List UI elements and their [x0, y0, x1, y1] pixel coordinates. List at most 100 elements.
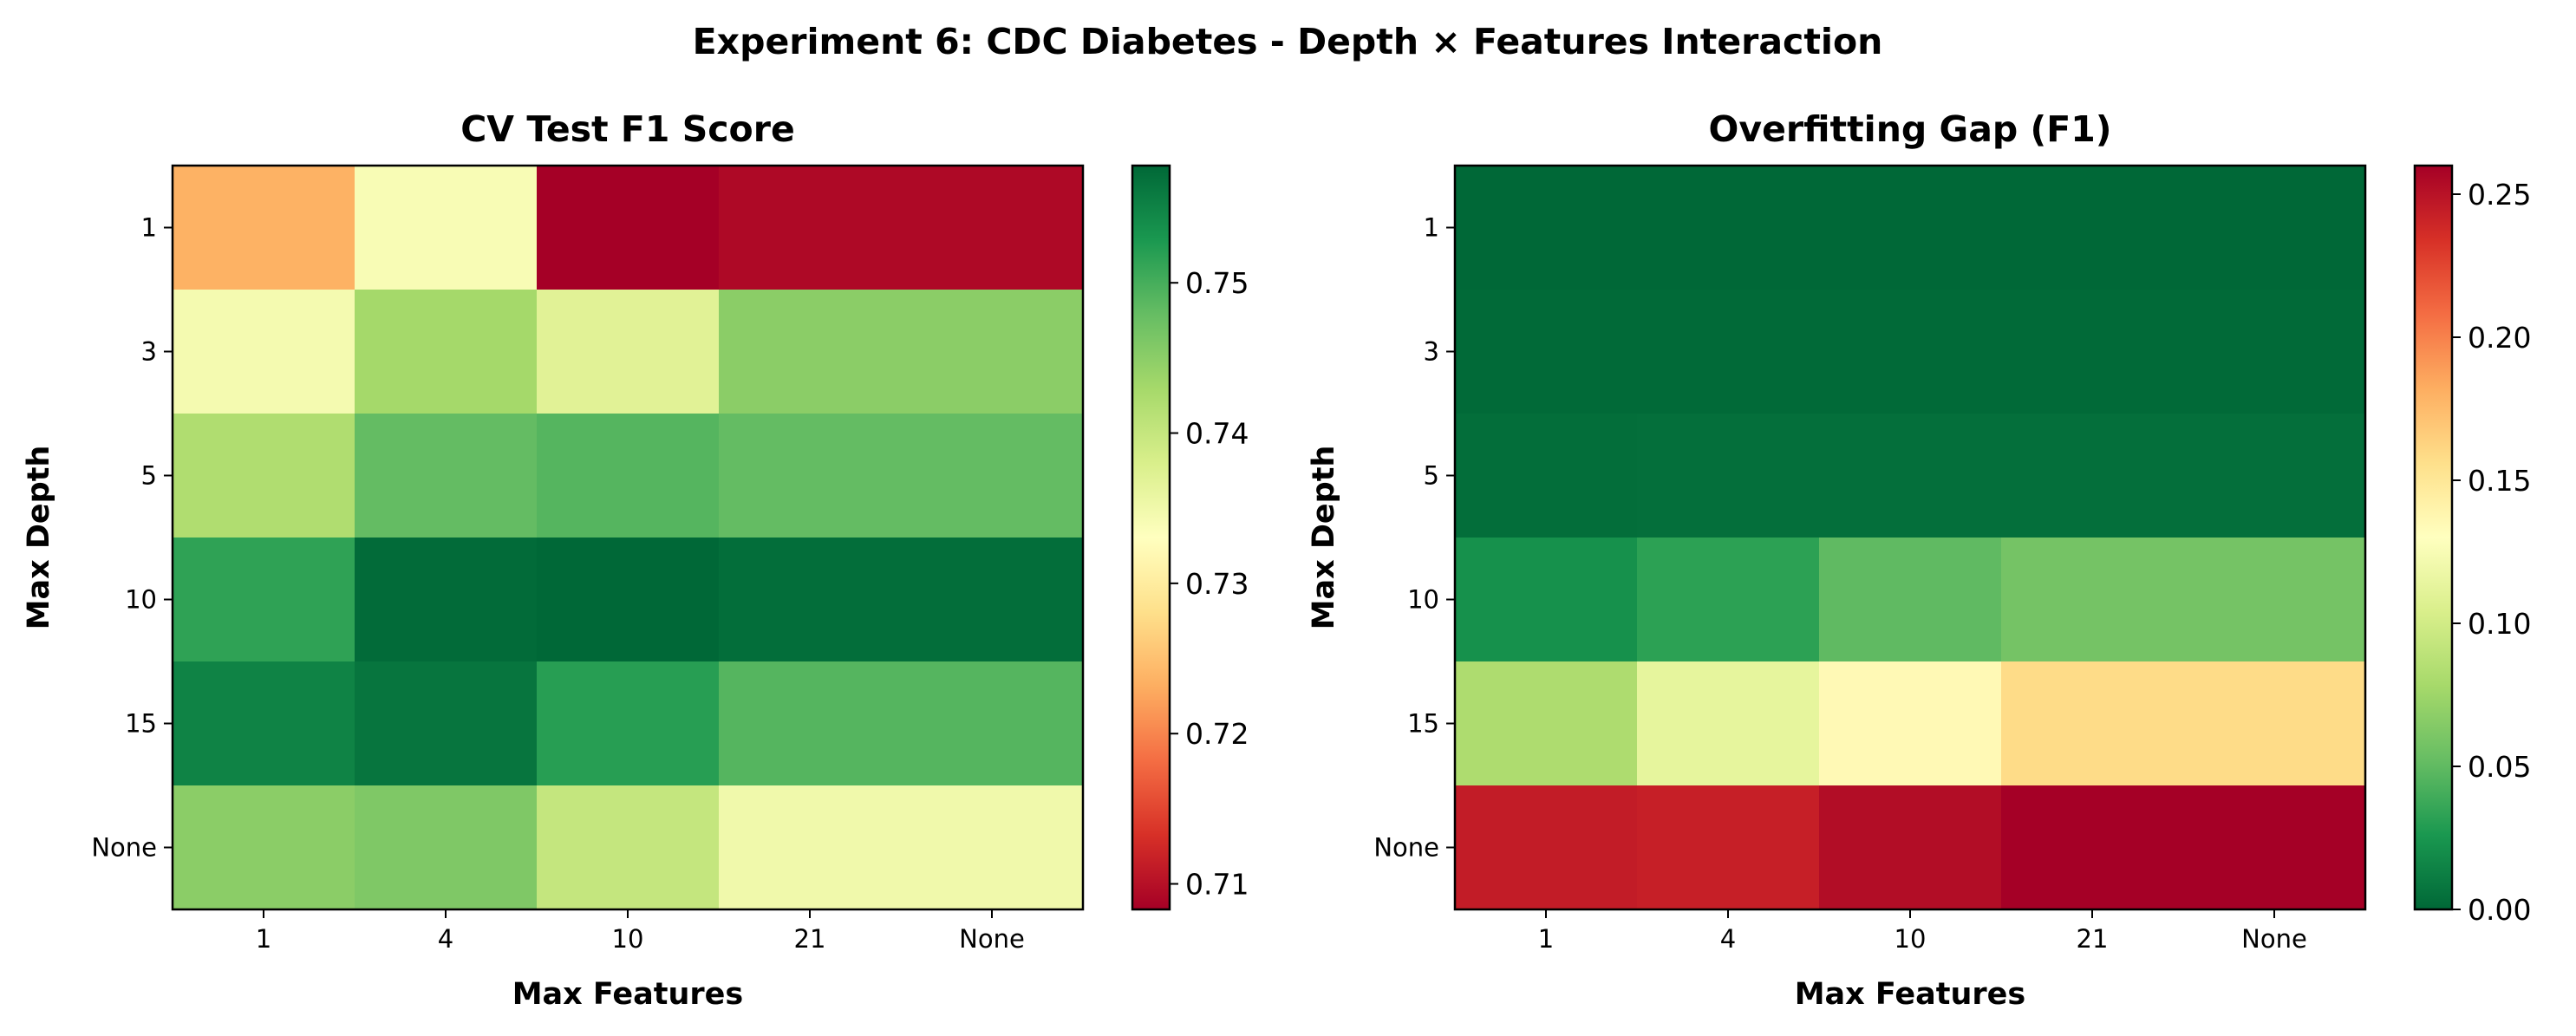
- colorbar-tick-label: 0.75: [1185, 266, 1249, 300]
- heatmap-cell: [355, 661, 538, 786]
- heatmap-cell: [2183, 166, 2366, 290]
- heatmap-cell: [355, 166, 538, 290]
- y-tick-label: None: [91, 833, 157, 863]
- colorbar-tick-label: 0.71: [1185, 868, 1249, 902]
- heatmap-cell: [901, 785, 1084, 910]
- heatmap-cell: [1455, 661, 1638, 786]
- x-tick-label: 1: [256, 924, 271, 954]
- colorbar-ticks: 0.71 0.72 0.73 0.74 0.75: [1170, 266, 1249, 902]
- heatmap-cell: [355, 414, 538, 538]
- heatmap-cell: [2183, 538, 2366, 662]
- heatmap-cell: [1455, 538, 1638, 662]
- heatmap-cell: [719, 661, 902, 786]
- x-tick-label: 1: [1538, 924, 1554, 954]
- x-tick-label: None: [959, 924, 1025, 954]
- y-tick-label: 1: [1424, 213, 1439, 243]
- heatmap-cell: [173, 538, 355, 662]
- heatmap-cell: [2001, 290, 2184, 414]
- heatmap-cell: [1637, 785, 1820, 910]
- heatmap-cell: [2183, 290, 2366, 414]
- heatmap-cell: [1637, 290, 1820, 414]
- heatmap-cell: [1637, 538, 1820, 662]
- x-ticks: 1 4 10 21 None: [256, 909, 1025, 954]
- heatmap-cell: [1637, 166, 1820, 290]
- panel-title: CV Test F1 Score: [460, 108, 795, 150]
- x-axis-label: Max Features: [512, 977, 744, 1012]
- heatmap-cell: [537, 290, 720, 414]
- heatmap-cell: [1819, 538, 2002, 662]
- colorbar-frame: [2413, 164, 2454, 911]
- colorbar: [2415, 166, 2452, 909]
- heatmap-cell: [1455, 166, 1638, 290]
- colorbar-tick-label: 0.20: [2468, 321, 2531, 355]
- heatmap-cell: [2001, 538, 2184, 662]
- x-tick-label: 21: [794, 924, 826, 954]
- y-tick-label: 3: [1424, 337, 1439, 367]
- colorbar-tick-label: 0.05: [2468, 750, 2531, 784]
- y-tick-label: 15: [125, 709, 157, 739]
- heatmap-cell: [901, 538, 1084, 662]
- heatmap-cell: [901, 290, 1084, 414]
- x-ticks: 1 4 10 21 None: [1538, 909, 2307, 954]
- heatmap-cell: [173, 414, 355, 538]
- y-axis-label: Max Depth: [1307, 446, 1341, 630]
- colorbar-ticks: 0.00 0.05 0.10 0.15 0.20 0.25: [2452, 178, 2531, 927]
- heatmap-cell: [719, 290, 902, 414]
- y-tick-label: 1: [141, 213, 157, 243]
- colorbar-tick-label: 0.10: [2468, 607, 2531, 641]
- x-tick-label: 10: [1895, 924, 1927, 954]
- heatmap-cell: [537, 661, 720, 786]
- colorbar-frame: [1131, 164, 1171, 911]
- y-tick-label: 5: [141, 461, 157, 491]
- heatmap-cell: [173, 785, 355, 910]
- heatmap-cell: [719, 414, 902, 538]
- heatmap-cell: [537, 785, 720, 910]
- heatmap-cell: [2183, 414, 2366, 538]
- y-tick-label: 3: [141, 337, 157, 367]
- heatmap-cell: [1819, 290, 2002, 414]
- colorbar-tick-label: 0.00: [2468, 893, 2531, 927]
- heatmap-cell: [1455, 290, 1638, 414]
- heatmap-cell: [1819, 661, 2002, 786]
- heatmap-cell: [173, 166, 355, 290]
- heatmap-panel-overfitting-gap: Overfitting Gap (F1) 1 4 10 21 None 1 3 5 10 15 N…: [1307, 108, 2531, 1012]
- y-tick-label: None: [1373, 833, 1439, 863]
- heatmap-panel-cv-f1: CV Test F1 Score 1 4 10 21 None 1351015None …: [22, 108, 1249, 1012]
- colorbar-tick-label: 0.15: [2468, 464, 2531, 498]
- x-tick-label: 4: [1720, 924, 1736, 954]
- heatmap-cell: [1455, 414, 1638, 538]
- heatmap-cell: [2001, 166, 2184, 290]
- heatmap-cell: [355, 290, 538, 414]
- heatmap-cell: [1637, 661, 1820, 786]
- y-tick-label: 10: [125, 585, 157, 615]
- heatmap-cell: [719, 785, 902, 910]
- heatmap-cells: [1455, 166, 2366, 910]
- heatmap-cell: [173, 290, 355, 414]
- heatmap-cell: [537, 166, 720, 290]
- heatmap-cell: [1819, 414, 2002, 538]
- x-tick-label: 4: [438, 924, 453, 954]
- heatmap-cell: [901, 414, 1084, 538]
- heatmap-cell: [355, 538, 538, 662]
- colorbar-tick-label: 0.25: [2468, 178, 2531, 212]
- heatmap-cell: [537, 538, 720, 662]
- heatmap-cell: [173, 661, 355, 786]
- heatmap-cell: [355, 785, 538, 910]
- heatmap-cell: [2183, 661, 2366, 786]
- y-tick-label: 10: [1407, 585, 1439, 615]
- colorbar-tick-label: 0.73: [1185, 567, 1249, 601]
- heatmap-cell: [1455, 785, 1638, 910]
- heatmap-cell: [719, 166, 902, 290]
- heatmap-cell: [1819, 166, 2002, 290]
- heatmap-cell: [901, 166, 1084, 290]
- heatmap-cells: [173, 166, 1084, 910]
- heatmap-cell: [2183, 785, 2366, 910]
- y-tick-label: 15: [1407, 709, 1439, 739]
- heatmap-cell: [2001, 414, 2184, 538]
- y-tick-label: 5: [1424, 461, 1439, 491]
- figure-title: Experiment 6: CDC Diabetes - Depth × Fea…: [693, 21, 1883, 62]
- y-ticks: 1 3 5 10 15 None: [91, 213, 173, 863]
- colorbar-tick-label: 0.74: [1185, 417, 1249, 451]
- heatmap-cell: [901, 661, 1084, 786]
